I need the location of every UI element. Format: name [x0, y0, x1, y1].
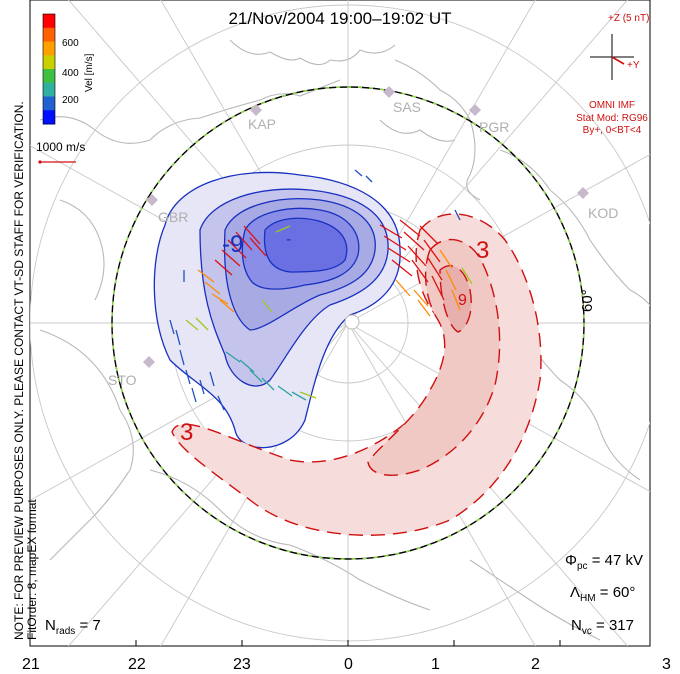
station-labels: KAP SAS PGR KOD GBR STO — [108, 99, 618, 388]
phi-value: = 47 kV — [591, 552, 643, 569]
mlt-label-3: 3 — [662, 656, 671, 673]
latitude-label-50: 50° — [655, 299, 672, 322]
contour-label: 3 — [476, 237, 489, 264]
station-label-pgr: PGR — [479, 119, 509, 135]
lambda-subscript: HM — [580, 593, 596, 604]
colorbar-swatch — [43, 69, 55, 84]
coastlines — [39, 39, 650, 641]
imf-model: Stat Mod: RG96 — [576, 113, 648, 124]
colorbar-swatch — [43, 55, 55, 70]
colorbar-swatch — [43, 14, 55, 29]
velocity-colorbar — [42, 13, 56, 125]
reference-vector-label: 1000 m/s — [36, 140, 85, 154]
nvc-subscript: vc — [581, 626, 592, 637]
magnetic-pole-marker — [344, 314, 360, 330]
station-label-gbr: GBR — [158, 209, 188, 225]
colorbar-swatch — [43, 41, 55, 56]
lambda-symbol: Λ — [570, 584, 581, 601]
colorbar-tick-200: 200 — [62, 95, 79, 106]
colorbar-swatch — [43, 96, 55, 111]
contour-label: -9 — [222, 231, 243, 258]
cross-polar-potential: Φpc = 47 kV — [565, 552, 643, 572]
phi-subscript: pc — [576, 561, 588, 572]
radar-count: Nrads = 7 — [45, 617, 101, 637]
lambda-value: = 60° — [599, 584, 636, 601]
imf-condition: By+, 0<BT<4 — [583, 125, 642, 136]
station-label-sas: SAS — [393, 99, 421, 115]
nrads-subscript: rads — [55, 626, 76, 637]
station-label-kap: KAP — [248, 116, 276, 132]
nvc-value: = 317 — [596, 617, 634, 634]
map-title: 21/Nov/2004 19:00–19:02 UT — [228, 9, 452, 28]
mlt-label-21: 21 — [22, 656, 40, 673]
imf-scale-label: +Z (5 nT) — [608, 13, 649, 24]
colorbar-tick-600: 600 — [62, 38, 79, 49]
mlt-label-0: 0 — [344, 656, 353, 673]
contour-label: - — [286, 231, 291, 248]
mlt-label-1: 1 — [431, 656, 440, 673]
station-label-sto: STO — [108, 372, 137, 388]
station-label-kod: KOD — [588, 205, 618, 221]
imf-clock — [590, 34, 634, 80]
latitude-label-60: 60° — [579, 289, 596, 312]
mlt-axis-ticks — [135, 640, 561, 646]
colorbar-outline — [42, 13, 56, 125]
colorbar-swatch — [43, 27, 55, 42]
nvc-symbol: N — [571, 617, 582, 634]
mlt-label-22: 22 — [128, 656, 146, 673]
contour-label: 9 — [458, 292, 467, 309]
colorbar-label: Vel [m/s] — [84, 53, 95, 92]
vector-count: Nvc = 317 — [571, 617, 634, 637]
phi-symbol: Φ — [565, 552, 577, 569]
hm-boundary-latitude: ΛHM = 60° — [570, 584, 635, 604]
side-notes: NOTE: FOR PREVIEW PURPOSES ONLY. PLEASE … — [12, 101, 39, 640]
mlt-label-2: 2 — [531, 656, 540, 673]
colorbar-tick-400: 400 — [62, 68, 79, 79]
nrads-value: = 7 — [79, 617, 101, 634]
mlt-label-23: 23 — [233, 656, 251, 673]
imf-y-label: +Y — [627, 60, 640, 71]
colorbar-swatch — [43, 110, 55, 125]
nrads-symbol: N — [45, 617, 56, 634]
fit-order-note: FitOrder: 8, mapEX format — [25, 499, 39, 640]
imf-source: OMNI IMF — [589, 100, 635, 111]
positive-convection-cell — [171, 213, 542, 536]
velocity-vectors — [169, 169, 473, 411]
colorbar-swatch — [43, 82, 55, 97]
negative-convection-cell — [153, 171, 401, 449]
station-markers — [143, 86, 589, 368]
contour-label: 3 — [180, 419, 193, 446]
